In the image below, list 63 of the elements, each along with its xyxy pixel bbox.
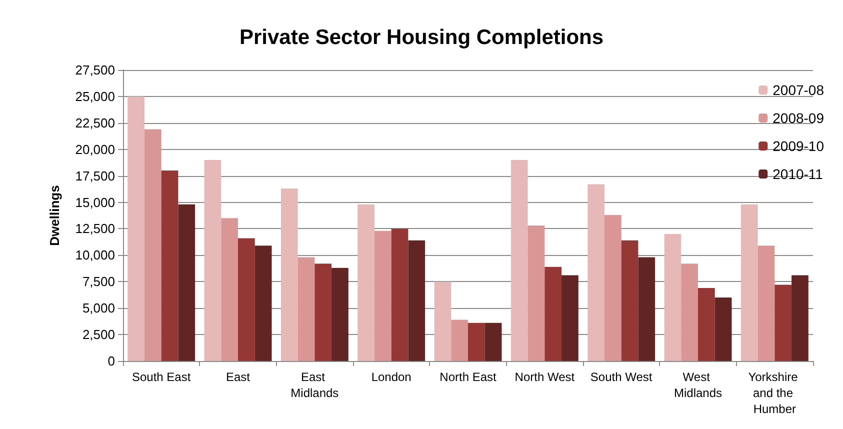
bar bbox=[238, 238, 255, 361]
y-tick-label: 27,500 bbox=[75, 62, 115, 78]
y-tick-label: 12,500 bbox=[75, 221, 115, 236]
legend-label: 2008-09 bbox=[772, 110, 824, 126]
x-tick-label: Yorkshire and the Humber bbox=[748, 370, 802, 416]
bar bbox=[144, 129, 162, 361]
bar bbox=[484, 322, 502, 361]
bar bbox=[792, 275, 808, 361]
x-tick-label: West Midlands bbox=[674, 370, 722, 400]
x-tick-label: North East bbox=[440, 370, 498, 384]
bar bbox=[391, 228, 408, 361]
bar bbox=[434, 282, 452, 361]
x-tick-label: North West bbox=[514, 370, 576, 384]
bar bbox=[714, 298, 732, 361]
y-tick-label: 2,500 bbox=[82, 327, 115, 342]
bar bbox=[664, 234, 682, 361]
bar bbox=[774, 284, 792, 361]
bar bbox=[221, 218, 238, 361]
bar bbox=[528, 226, 545, 361]
y-tick-label: 5,000 bbox=[82, 300, 115, 316]
bar bbox=[298, 257, 315, 361]
bar bbox=[358, 204, 374, 361]
bar bbox=[408, 240, 426, 361]
x-tick-label: East Midlands bbox=[290, 370, 339, 400]
y-tick-label: 17,500 bbox=[75, 168, 115, 184]
bar bbox=[681, 264, 698, 361]
bar bbox=[510, 160, 528, 361]
x-tick-label: South East bbox=[132, 370, 192, 384]
y-tick-label: 25,000 bbox=[75, 88, 115, 104]
x-tick-label: London bbox=[371, 370, 412, 384]
bar bbox=[178, 204, 196, 361]
bar bbox=[254, 246, 272, 361]
bar bbox=[544, 266, 562, 361]
x-tick-label: South West bbox=[590, 370, 653, 384]
y-tick-label: 10,000 bbox=[75, 248, 115, 263]
y-tick-label: 20,000 bbox=[75, 142, 115, 157]
bar bbox=[280, 188, 298, 361]
legend-label: 2010-11 bbox=[772, 166, 824, 182]
y-tick-label: 0 bbox=[108, 354, 115, 368]
bar bbox=[698, 288, 715, 361]
y-tick-label: 22,500 bbox=[75, 115, 115, 130]
y-tick-label: 7,500 bbox=[82, 274, 115, 290]
legend-label: 2009-10 bbox=[772, 138, 824, 154]
bar bbox=[332, 268, 348, 361]
bar bbox=[451, 320, 468, 361]
bar bbox=[374, 230, 392, 361]
bar bbox=[562, 275, 578, 361]
bar bbox=[314, 264, 332, 361]
bar bbox=[588, 184, 604, 361]
bar bbox=[161, 170, 178, 361]
bar bbox=[621, 240, 638, 361]
legend-label: 2007-08 bbox=[772, 82, 824, 98]
bar bbox=[204, 160, 222, 361]
bar bbox=[740, 204, 758, 361]
bar bbox=[468, 322, 485, 361]
x-tick-label: East bbox=[226, 370, 251, 384]
bar bbox=[604, 214, 622, 361]
y-tick-label: 15,000 bbox=[75, 194, 115, 210]
chart-title: Private Sector Housing Completions bbox=[239, 26, 604, 49]
bar bbox=[128, 96, 144, 361]
bar bbox=[638, 257, 656, 361]
y-axis-title: Dwellings bbox=[47, 185, 62, 246]
bar bbox=[758, 246, 775, 361]
